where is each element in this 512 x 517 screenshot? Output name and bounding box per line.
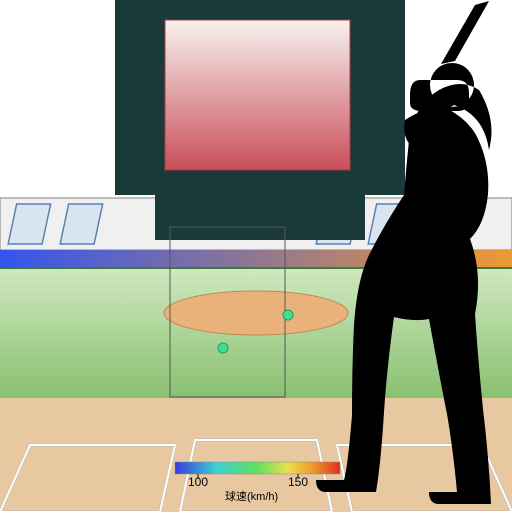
scoreboard <box>115 0 405 240</box>
pitch-marker <box>218 343 228 353</box>
pitchers-mound <box>164 291 348 335</box>
legend-tick-0: 100 <box>188 475 208 489</box>
legend-tick-1: 150 <box>288 475 308 489</box>
pitch-location-chart: 100 150 球速(km/h) <box>0 0 512 512</box>
pitch-marker <box>283 310 293 320</box>
legend-axis-label: 球速(km/h) <box>225 489 278 503</box>
chart-svg: 100 150 球速(km/h) <box>0 0 512 512</box>
